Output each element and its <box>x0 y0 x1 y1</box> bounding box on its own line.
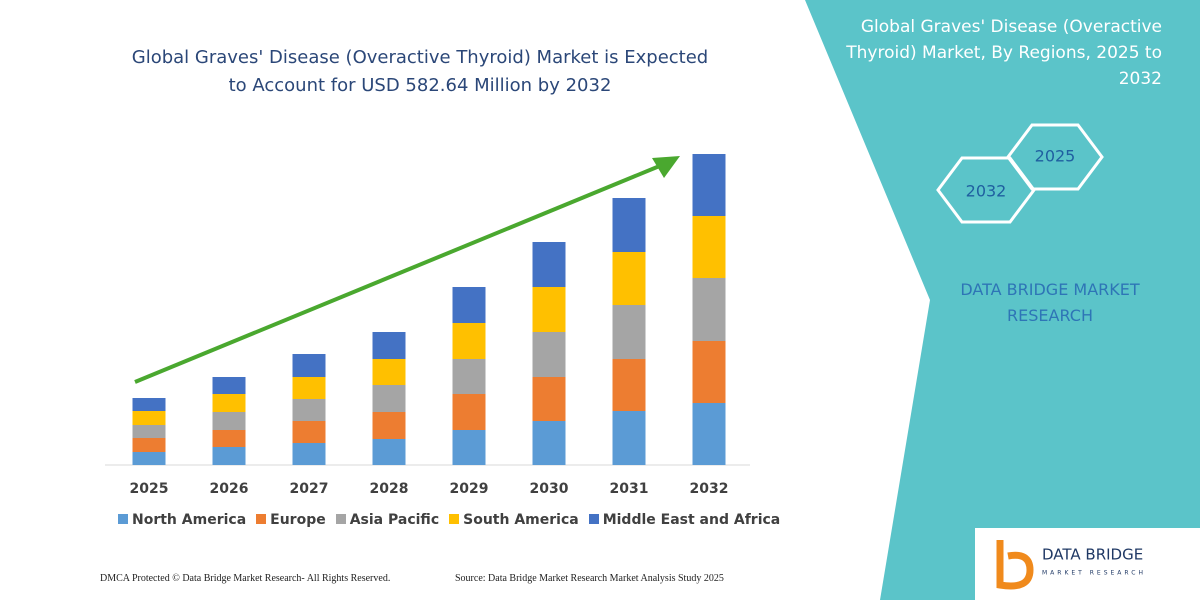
bar-segment <box>452 323 486 359</box>
legend-label: Europe <box>270 512 326 528</box>
x-tick-label: 2029 <box>450 481 489 497</box>
bar-segment <box>452 287 486 323</box>
hexagon <box>1006 123 1104 191</box>
bar-segment <box>532 421 566 465</box>
bar-segment <box>132 398 166 411</box>
legend-swatch <box>588 514 599 524</box>
bar-segment <box>612 252 646 305</box>
legend-swatch <box>256 514 267 524</box>
bar-segment <box>612 411 646 465</box>
x-tick-label: 2028 <box>370 481 409 497</box>
legend-item: Middle East and Africa <box>588 512 781 528</box>
x-tick-label: 2025 <box>130 481 169 497</box>
bar-segment <box>692 341 726 403</box>
bar-segment <box>372 359 406 385</box>
bar-segment <box>212 394 246 412</box>
legend-label: Asia Pacific <box>349 512 440 528</box>
x-tick-label: 2030 <box>530 481 569 497</box>
bar-segment <box>292 443 326 465</box>
legend-swatch <box>118 514 128 524</box>
x-tick-label: 2031 <box>610 481 649 497</box>
arrow-head <box>652 156 680 178</box>
legend-item: Europe <box>256 512 326 528</box>
side-panel <box>805 0 1200 600</box>
bar-segment <box>692 403 726 465</box>
bar-segment <box>612 359 646 411</box>
bar-segment <box>372 332 406 359</box>
bar-segment <box>132 411 166 425</box>
x-tick-label: 2026 <box>210 481 249 497</box>
legend-item: South America <box>449 512 579 528</box>
bar-segment <box>132 438 166 452</box>
footer-left: DMCA Protected © Data Bridge Market Rese… <box>100 573 391 584</box>
bar-segment <box>132 425 166 438</box>
legend: North America Europe Asia Pacific South Ame… <box>118 512 780 528</box>
legend-swatch <box>449 514 460 524</box>
legend-label: Middle East and Africa <box>602 512 781 528</box>
bar-segment <box>532 332 566 377</box>
bar-segment <box>452 394 486 430</box>
bar-segment <box>612 305 646 359</box>
bar-segment <box>372 385 406 412</box>
bar-segment <box>372 439 406 465</box>
x-tick-label: 2032 <box>690 481 729 497</box>
bar-segment <box>532 287 566 332</box>
bar-segment <box>212 377 246 394</box>
legend-label: North America <box>132 512 247 528</box>
bar-segment <box>532 242 566 287</box>
logo-name: DATA BRIDGE <box>1042 546 1143 564</box>
trend-arrow <box>134 163 663 384</box>
logo-tagline: MARKET RESEARCH <box>1042 570 1146 577</box>
bar-segment <box>692 216 726 278</box>
bar-segment <box>372 412 406 439</box>
brand: DATA BRIDGE MARKET RESEARCH <box>960 280 1140 325</box>
bar-segment <box>452 430 486 465</box>
legend-item: Asia Pacific <box>335 512 440 528</box>
panel-title: Global Graves' Disease (Overactive Thyro… <box>846 17 1162 89</box>
hex-label: 2025 <box>1035 147 1076 166</box>
footer-right: Source: Data Bridge Market Research Mark… <box>455 573 724 584</box>
bar-segment <box>692 278 726 341</box>
legend-item: North America <box>118 512 246 528</box>
hex-label: 2032 <box>966 182 1007 201</box>
legend-swatch <box>335 514 346 524</box>
bar-segment <box>612 198 646 252</box>
bar-segment <box>452 359 486 394</box>
legend-label: South America <box>463 512 579 528</box>
logo-icon <box>996 540 1034 590</box>
bar-segment <box>292 399 326 421</box>
bar-segment <box>532 377 566 421</box>
bar-segment <box>692 154 726 216</box>
bar-segment <box>132 452 166 465</box>
bar-segment <box>292 377 326 399</box>
bar-segment <box>292 354 326 377</box>
bar-segment <box>212 447 246 465</box>
chart-title: Global Graves' Disease (Overactive Thyro… <box>131 47 709 96</box>
bar-segment <box>292 421 326 443</box>
x-tick-label: 2027 <box>290 481 329 497</box>
bar-segment <box>212 430 246 447</box>
bar-segment <box>212 412 246 430</box>
